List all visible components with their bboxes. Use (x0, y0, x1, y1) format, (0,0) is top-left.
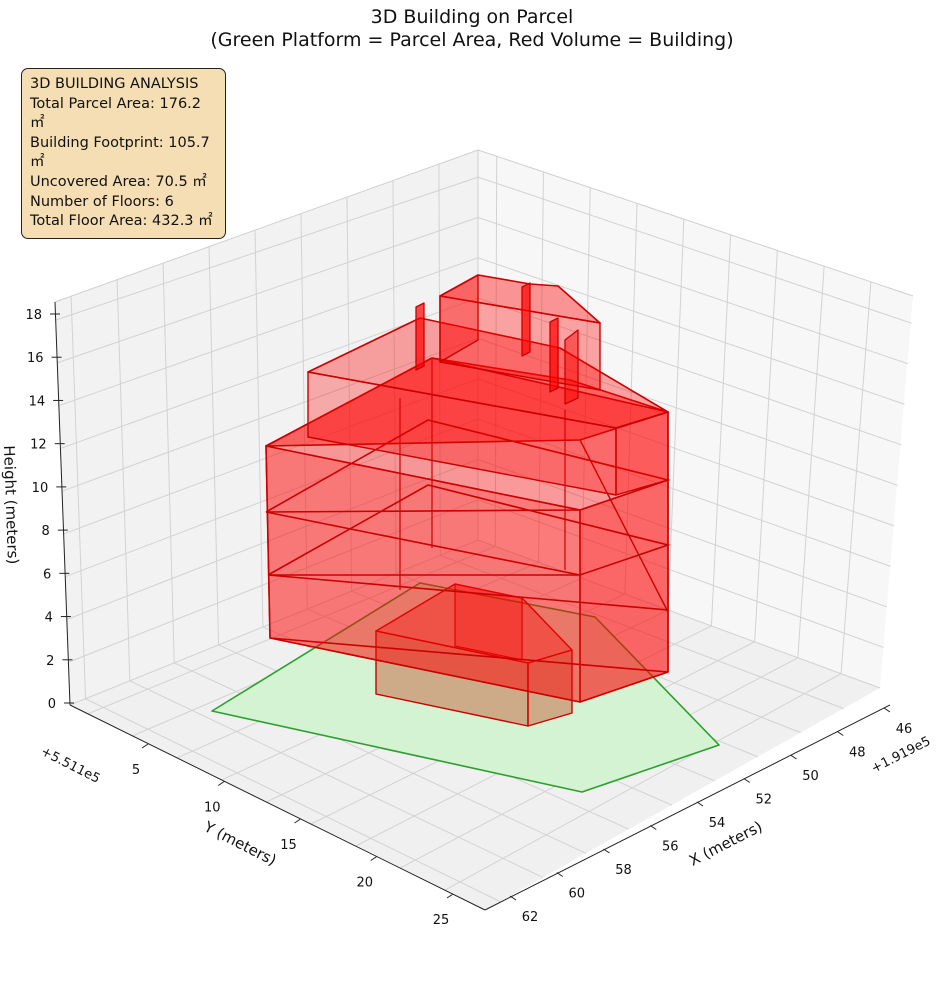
x-tick-label: 54 (709, 816, 726, 831)
x-tick-mark (556, 872, 564, 877)
y-tick-mark (370, 856, 378, 861)
x-axis-ticks: 46 48 50 52 54 56 58 60 62 (509, 707, 913, 925)
y-axis-label: Y (meters) (200, 817, 279, 869)
info-uncovered: Uncovered Area: 70.5 ㎡ (30, 173, 207, 190)
z-tick-label: 8 (41, 524, 49, 539)
x-tick-label: 58 (615, 863, 632, 878)
x-tick-label: 62 (522, 910, 539, 925)
y-grid-line (444, 281, 872, 891)
z-tick-label: 0 (48, 697, 56, 712)
x-axis-label: X (meters) (686, 817, 765, 869)
x-tick-label: 56 (662, 840, 679, 855)
y-tick-mark (294, 818, 301, 824)
info-parcel-area: Total Parcel Area: 176.2 ㎡ (30, 95, 201, 132)
x-tick-mark (790, 754, 797, 760)
info-heading: 3D BUILDING ANALYSIS (30, 76, 199, 92)
z-tick-label: 12 (30, 438, 47, 453)
x-tick-mark (603, 848, 610, 854)
z-tick-label: 18 (25, 308, 42, 323)
y-axis-line (69, 704, 486, 911)
y-tick-label: 15 (280, 838, 297, 853)
y-tick-label: 20 (356, 876, 373, 891)
y-grid-line (399, 266, 825, 869)
info-floor-area: Total Floor Area: 432.3 ㎡ (30, 213, 213, 230)
building-fin (549, 317, 559, 393)
x-tick-mark (509, 895, 517, 901)
x-grid-line (162, 263, 587, 854)
y-tick-label: 10 (204, 801, 221, 816)
x-tick-label: 50 (802, 769, 819, 784)
x-tick-mark (696, 801, 704, 807)
z-axis-label: Height (meters) (0, 445, 22, 565)
building-fin (564, 329, 579, 405)
y-tick-label: 5 (132, 763, 140, 778)
x-tick-label: 48 (849, 746, 866, 761)
x-grid-line (438, 164, 844, 709)
floor-band (267, 484, 671, 576)
x-tick-label: 52 (755, 793, 772, 808)
upper-block-side (615, 411, 669, 496)
building-fin (521, 282, 531, 357)
y-grid-line (87, 156, 498, 715)
x-offset-label: +1.919e5 (869, 734, 933, 777)
z-tick-label: 4 (45, 611, 53, 626)
lower-block-side (527, 649, 573, 727)
z-tick-label: 16 (27, 351, 44, 366)
x-grid-line (70, 296, 501, 903)
z-axis-ticks: 0 2 4 6 8 10 12 14 16 18 (25, 308, 74, 712)
edge-line (265, 511, 581, 576)
info-floors: Number of Floors: 6 (30, 193, 174, 210)
info-footprint: Building Footprint: 105.7 ㎡ (30, 134, 210, 171)
x-tick-mark (883, 707, 891, 713)
y-tick-label: 25 (433, 913, 450, 928)
z-axis-line (54, 301, 71, 706)
x-tick-label: 60 (568, 887, 585, 902)
x-grid-line (392, 180, 801, 734)
z-tick-label: 6 (43, 567, 51, 582)
edge-line (579, 439, 669, 613)
chart-title: 3D Building on Parcel (Green Platform = … (0, 6, 944, 52)
z-tick-label: 2 (46, 654, 54, 669)
x-axis-line (484, 704, 891, 911)
analysis-info-box: 3D BUILDING ANALYSIS Total Parcel Area: … (21, 68, 226, 239)
building-fin (415, 302, 425, 371)
z-tick-label: 14 (29, 394, 46, 409)
x-tick-mark (743, 778, 751, 783)
x-tick-mark (649, 825, 657, 830)
y-grid-line (355, 250, 778, 847)
back-wall-left (55, 150, 478, 705)
z-tick-label: 10 (32, 481, 49, 496)
edge-line (267, 574, 669, 611)
x-tick-label: 46 (896, 722, 913, 737)
y-axis-ticks: 5 10 15 20 25 (132, 743, 454, 928)
x-tick-mark (836, 731, 844, 736)
y-offset-label: +5.511e5 (38, 744, 102, 787)
y-tick-mark (217, 781, 225, 786)
title-line-2: (Green Platform = Parcel Area, Red Volum… (210, 29, 734, 51)
y-tick-mark (446, 893, 454, 899)
x-grid-line (116, 279, 544, 878)
edge-line (265, 445, 581, 511)
penthouse-side (439, 274, 479, 363)
building-volume (211, 274, 720, 793)
title-line-1: 3D Building on Parcel (370, 6, 574, 28)
edge-line (269, 637, 669, 673)
y-tick-mark (141, 743, 149, 749)
back-wall-right (478, 150, 913, 688)
